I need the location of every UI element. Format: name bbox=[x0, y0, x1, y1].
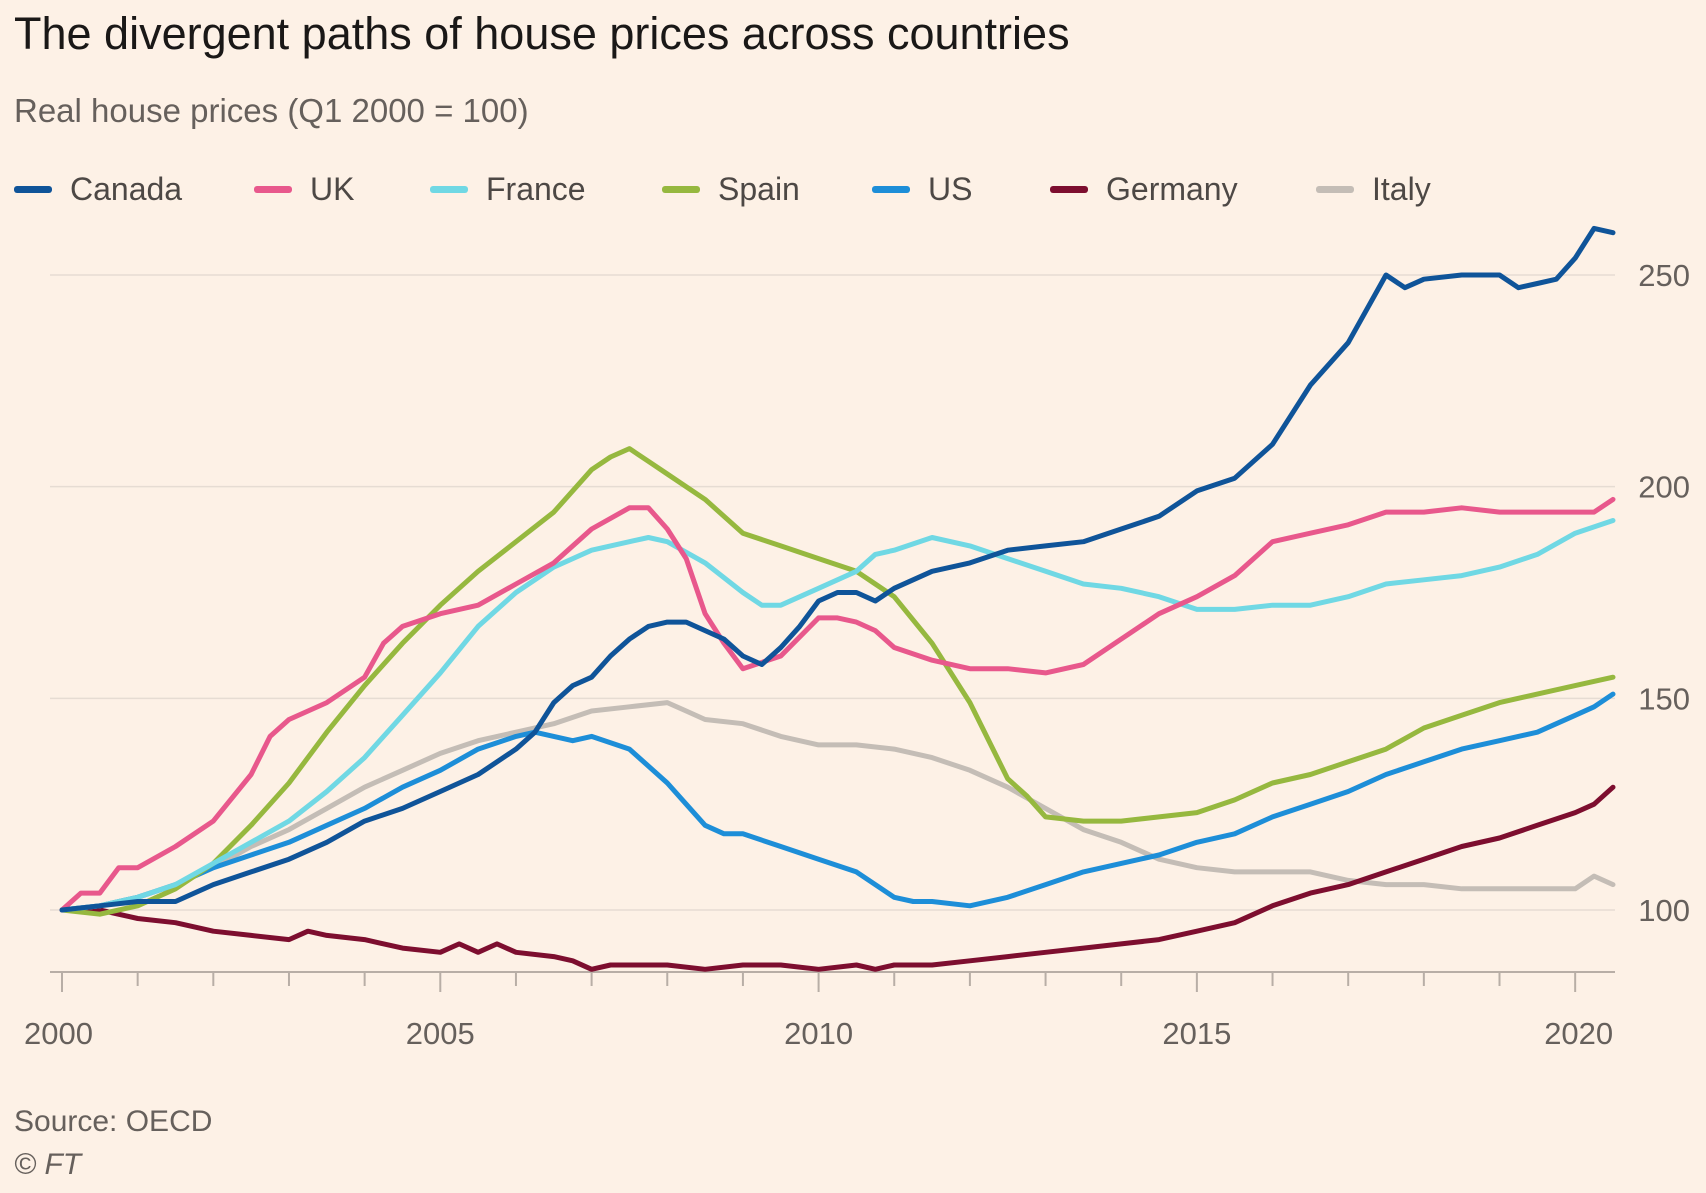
legend-swatch bbox=[254, 185, 292, 193]
y-tick-label: 150 bbox=[1638, 681, 1690, 716]
legend-swatch bbox=[872, 185, 910, 193]
legend-item-france: France bbox=[430, 166, 586, 212]
series-line-us bbox=[59, 691, 1616, 913]
legend-label: Spain bbox=[718, 170, 800, 207]
copyright-note: © FT bbox=[14, 1148, 82, 1181]
x-tick-label: 2010 bbox=[784, 1016, 853, 1051]
series-line-italy bbox=[59, 700, 1616, 913]
line-chart: 100 150 200 250 2000 2005 2010 2015 2020 bbox=[24, 225, 1690, 1051]
legend-label: Germany bbox=[1106, 170, 1238, 207]
series-line-france bbox=[59, 518, 1616, 913]
legend-swatch bbox=[1316, 185, 1354, 193]
legend-swatch bbox=[1050, 185, 1088, 193]
legend-item-us: US bbox=[872, 166, 972, 212]
legend-item-italy: Italy bbox=[1316, 166, 1431, 212]
legend-swatch bbox=[662, 185, 700, 193]
legend-label: UK bbox=[310, 170, 355, 207]
series-line-germany bbox=[59, 784, 1616, 972]
legend-item-uk: UK bbox=[254, 166, 354, 212]
legend-label: Canada bbox=[70, 170, 183, 207]
source-note: Source: OECD bbox=[14, 1105, 213, 1138]
x-tick-label: 2000 bbox=[24, 1016, 93, 1051]
chart-title: The divergent paths of house prices acro… bbox=[14, 8, 1070, 59]
chart-legend: Canada UK France Spain US Germany Italy bbox=[14, 166, 1514, 216]
series-line-canada bbox=[59, 225, 1616, 913]
x-tick-label: 2005 bbox=[406, 1016, 475, 1051]
x-tick-label: 2015 bbox=[1162, 1016, 1231, 1051]
legend-item-germany: Germany bbox=[1050, 166, 1238, 212]
legend-label: Italy bbox=[1372, 170, 1431, 207]
legend-swatch bbox=[14, 185, 52, 193]
legend-item-canada: Canada bbox=[14, 166, 182, 212]
y-tick-label: 250 bbox=[1638, 258, 1690, 293]
series-line-spain bbox=[59, 446, 1616, 917]
x-tick-label: 2020 bbox=[1544, 1016, 1613, 1051]
legend-item-spain: Spain bbox=[662, 166, 800, 212]
series-line-uk bbox=[59, 496, 1616, 913]
y-tick-label: 100 bbox=[1638, 893, 1690, 928]
legend-label: France bbox=[486, 170, 586, 207]
chart-subtitle: Real house prices (Q1 2000 = 100) bbox=[14, 92, 529, 129]
y-tick-label: 200 bbox=[1638, 470, 1690, 505]
legend-label: US bbox=[928, 170, 973, 207]
legend-swatch bbox=[430, 185, 468, 193]
